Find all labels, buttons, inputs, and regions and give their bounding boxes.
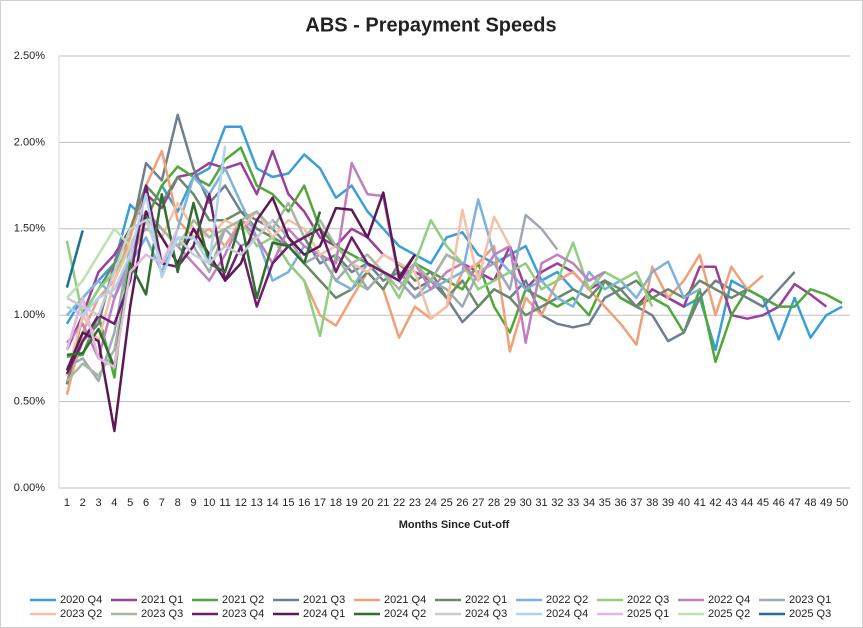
legend-label: 2024 Q3 (465, 608, 507, 620)
x-tick-label: 40 (678, 497, 690, 509)
x-tick-label: 38 (646, 497, 658, 509)
x-tick-label: 27 (472, 497, 484, 509)
x-tick-label: 43 (725, 497, 737, 509)
x-tick-label: 23 (409, 497, 421, 509)
series-line (65, 191, 416, 433)
x-tick-label: 47 (789, 497, 801, 509)
y-tick-label: 0.50% (14, 396, 45, 408)
legend-label: 2024 Q2 (384, 608, 426, 620)
x-tick-label: 34 (583, 497, 595, 509)
x-tick-label: 50 (836, 497, 848, 509)
legend-label: 2025 Q1 (627, 608, 669, 620)
legend-label: 2023 Q2 (60, 608, 102, 620)
x-tick-label: 16 (298, 497, 310, 509)
x-tick-label: 35 (599, 497, 611, 509)
x-tick-label: 22 (393, 497, 405, 509)
series-line (66, 218, 274, 317)
x-tick-label: 3 (95, 497, 101, 509)
legend-label: 2025 Q3 (789, 608, 831, 620)
y-tick-label: 1.50% (14, 223, 45, 235)
x-tick-label: 32 (551, 497, 563, 509)
legend-label: 2021 Q2 (222, 594, 264, 606)
series-line (66, 192, 322, 369)
x-tick-label: 21 (377, 497, 389, 509)
legend-label: 2020 Q4 (60, 594, 102, 606)
x-tick-label: 25 (440, 497, 452, 509)
x-tick-label: 15 (282, 497, 294, 509)
x-tick-label: 33 (567, 497, 579, 509)
y-tick-label: 1.00% (14, 309, 45, 321)
x-tick-label: 30 (520, 497, 532, 509)
x-tick-label: 18 (330, 497, 342, 509)
series-line (65, 201, 464, 382)
x-tick-label: 2 (80, 497, 86, 509)
x-tick-label: 5 (127, 497, 133, 509)
x-tick-label: 37 (630, 497, 642, 509)
x-tick-label: 46 (773, 497, 785, 509)
x-tick-label: 31 (535, 497, 547, 509)
y-tick-label: 2.00% (14, 136, 45, 148)
legend-label: 2022 Q2 (546, 594, 588, 606)
legend-label: 2021 Q4 (384, 594, 426, 606)
series-line (65, 230, 84, 288)
x-tick-label: 4 (111, 497, 117, 509)
x-tick-label: 28 (488, 497, 500, 509)
legend-label: 2024 Q1 (303, 608, 345, 620)
legend-label: 2023 Q3 (141, 608, 183, 620)
legend-label: 2024 Q4 (546, 608, 588, 620)
legend-label: 2025 Q2 (708, 608, 750, 620)
x-tick-label: 39 (662, 497, 674, 509)
x-tick-label: 6 (143, 497, 149, 509)
x-tick-label: 44 (741, 497, 753, 509)
series-line (65, 227, 132, 299)
legend-label: 2023 Q1 (789, 594, 831, 606)
legend-label: 2022 Q3 (627, 594, 669, 606)
legend-label: 2021 Q3 (303, 594, 345, 606)
x-tick-label: 29 (504, 497, 516, 509)
x-tick-label: 10 (203, 497, 215, 509)
x-tick-label: 1 (64, 497, 70, 509)
legend-label: 2023 Q4 (222, 608, 264, 620)
legend-label: 2022 Q4 (708, 594, 750, 606)
x-tick-label: 45 (757, 497, 769, 509)
x-tick-label: 13 (251, 497, 263, 509)
y-tick-label: 2.50% (14, 50, 45, 62)
legend-label: 2021 Q1 (141, 594, 183, 606)
x-tick-label: 17 (314, 497, 326, 509)
x-tick-label: 7 (159, 497, 165, 509)
x-axis-title: Months Since Cut-off (399, 519, 510, 531)
y-tick-label: 0.00% (14, 482, 45, 494)
x-tick-label: 49 (820, 497, 832, 509)
series-line (66, 145, 227, 317)
x-tick-label: 14 (266, 497, 278, 509)
x-tick-label: 36 (614, 497, 626, 509)
x-tick-label: 9 (190, 497, 196, 509)
series-line (65, 228, 179, 369)
x-tick-label: 42 (709, 497, 721, 509)
x-tick-label: 19 (346, 497, 358, 509)
x-tick-label: 24 (425, 497, 437, 509)
x-tick-label: 48 (804, 497, 816, 509)
x-tick-label: 41 (694, 497, 706, 509)
chart-title: ABS - Prepayment Speeds (305, 14, 556, 36)
x-tick-label: 12 (235, 497, 247, 509)
x-tick-label: 20 (361, 497, 373, 509)
x-tick-label: 8 (175, 497, 181, 509)
x-tick-label: 11 (219, 497, 230, 509)
series-line (65, 201, 512, 377)
x-tick-label: 26 (456, 497, 468, 509)
legend-label: 2022 Q1 (465, 594, 507, 606)
